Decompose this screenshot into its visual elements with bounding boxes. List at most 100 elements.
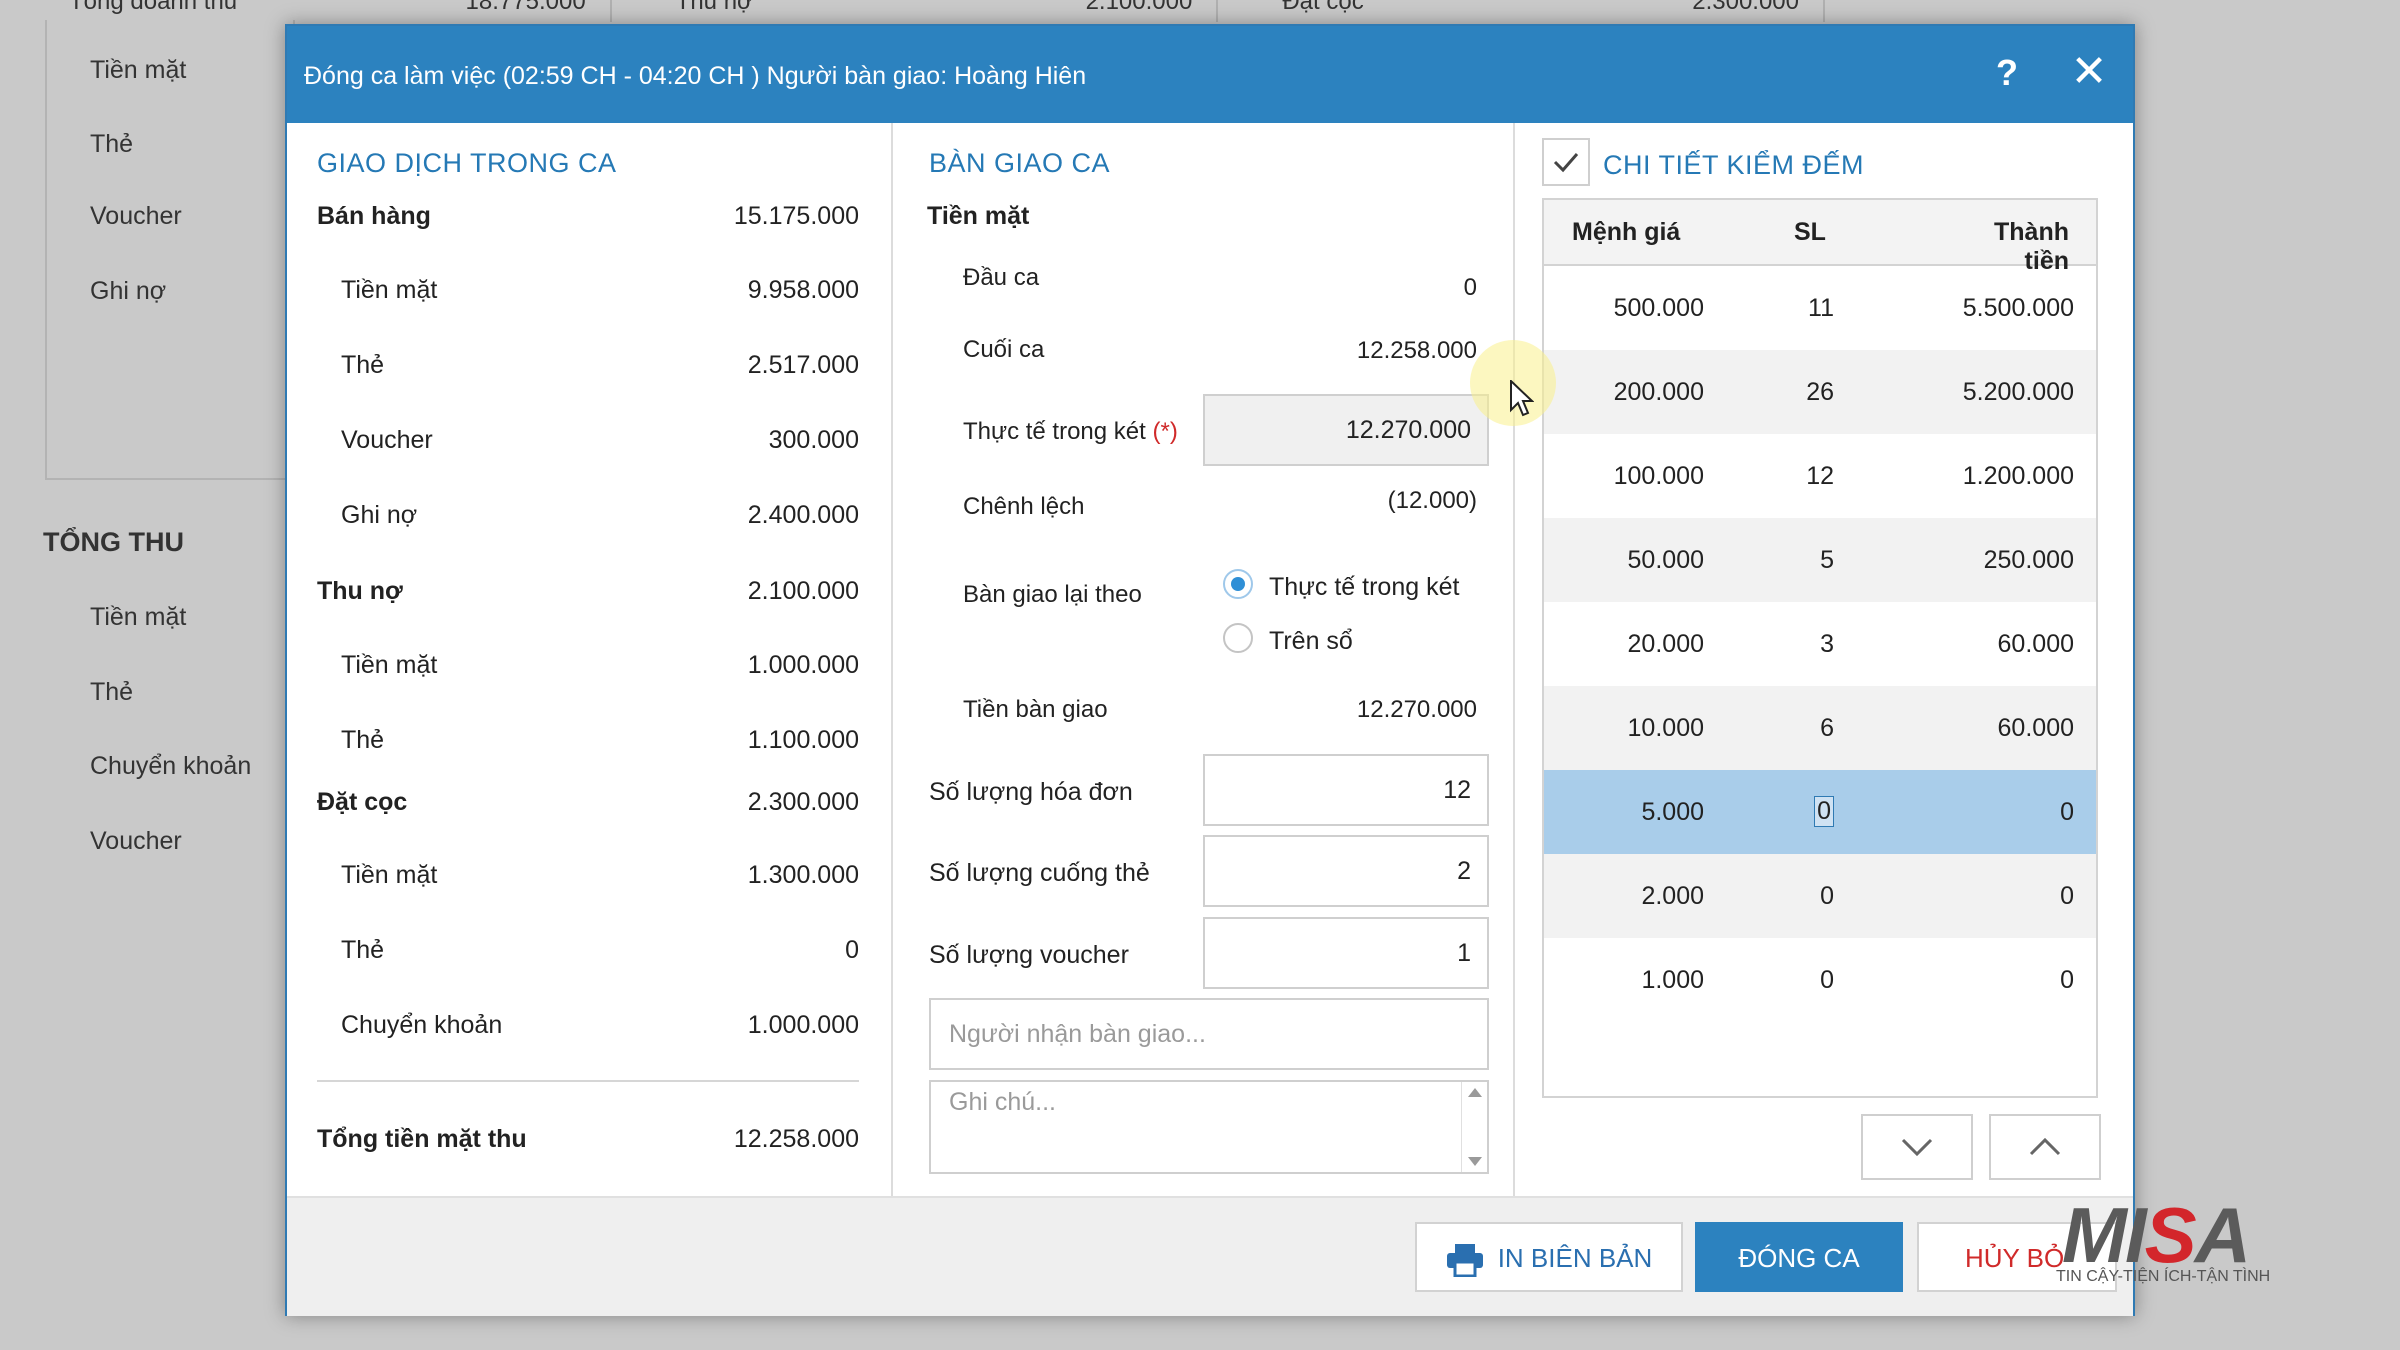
cell-thanh-tien: 0 xyxy=(2060,882,2074,910)
print-report-button[interactable]: IN BIÊN BẢN xyxy=(1415,1222,1683,1292)
table-row[interactable]: 200.000 26 5.200.000 xyxy=(1544,350,2096,434)
misa-tagline: TIN CẬY-TIỆN ÍCH-TẬN TÌNH xyxy=(2056,1268,2271,1285)
close-icon[interactable]: ✕ xyxy=(2070,47,2108,96)
table-header: Mệnh giá SL Thành tiền xyxy=(1544,200,2096,275)
row-value: 1.000.000 xyxy=(747,1011,859,1039)
cell-sl-value[interactable]: 0 xyxy=(1814,796,1834,827)
cell-sl[interactable]: 0 xyxy=(1820,966,1834,994)
placeholder-text: Ghi chú... xyxy=(949,1088,1056,1116)
background-summary-cell: Thu nợ 2.100.000 xyxy=(652,0,1219,22)
dialog-title: Đóng ca làm việc (02:59 CH - 04:20 CH ) … xyxy=(304,62,1087,90)
background-item: Voucher xyxy=(90,827,182,855)
column-divider xyxy=(1513,123,1515,1207)
dat-coc-item: Chuyển khoản 1.000.000 xyxy=(341,1011,859,1040)
cancel-button[interactable]: HỦY BỎ xyxy=(1917,1222,2117,1292)
table-row[interactable]: 20.000 3 60.000 xyxy=(1544,602,2096,686)
so-luong-hoa-don-input[interactable]: 12 xyxy=(1203,754,1489,826)
scrollbar[interactable] xyxy=(1461,1082,1487,1172)
row-label: Đặt cọc xyxy=(317,788,408,816)
dat-coc-item: Tiền mặt 1.300.000 xyxy=(341,861,859,890)
cell-thanh-tien: 1.200.000 xyxy=(1962,462,2074,490)
row-label: Bán hàng xyxy=(317,202,431,230)
chenh-lech-value: (12.000) xyxy=(1387,487,1477,514)
header-thanh-tien: Thành tiền xyxy=(1994,218,2069,275)
row-value: 2.400.000 xyxy=(747,501,859,529)
printer-icon xyxy=(1446,1244,1483,1278)
ban-hang-item: Voucher 300.000 xyxy=(341,426,859,455)
dau-ca-value: 0 xyxy=(1463,274,1477,301)
background-item: Thẻ xyxy=(90,678,134,706)
table-row[interactable]: 500.000 11 5.500.000 xyxy=(1544,266,2096,350)
question-icon[interactable]: ? xyxy=(1996,52,2018,93)
row-value: 1.300.000 xyxy=(747,861,859,889)
table-row-selected[interactable]: 5.000 0 0 xyxy=(1544,770,2096,854)
cell-menh-gia: 200.000 xyxy=(1613,378,1704,406)
thuc-te-label: Thực tế trong két (*) xyxy=(963,418,1178,446)
row-label: Tiền mặt xyxy=(341,861,438,889)
cell-menh-gia: 10.000 xyxy=(1627,714,1704,742)
dat-coc-row: Đặt cọc 2.300.000 xyxy=(317,788,859,817)
radio-tren-so-label[interactable]: Trên sổ xyxy=(1269,627,1353,655)
summary-value: 2.300.000 xyxy=(1692,0,1800,15)
row-value: 0 xyxy=(845,936,859,964)
so-luong-hoa-don-label: Số lượng hóa đơn xyxy=(929,778,1133,806)
cell-sl[interactable]: 11 xyxy=(1808,294,1834,322)
table-row[interactable]: 50.000 5 250.000 xyxy=(1544,518,2096,602)
chenh-lech-label: Chênh lệch xyxy=(963,493,1085,520)
move-up-button[interactable] xyxy=(1989,1114,2101,1180)
close-shift-dialog: Đóng ca làm việc (02:59 CH - 04:20 CH ) … xyxy=(285,24,2135,1316)
cell-sl[interactable]: 5 xyxy=(1820,546,1834,574)
placeholder-text: Người nhận bàn giao... xyxy=(949,1020,1206,1048)
thu-no-item: Tiền mặt 1.000.000 xyxy=(341,651,859,680)
cell-thanh-tien: 250.000 xyxy=(1983,546,2074,574)
divider xyxy=(317,1080,859,1082)
row-label: Thẻ xyxy=(341,936,385,964)
close-shift-button[interactable]: ĐÓNG CA xyxy=(1695,1222,1903,1292)
cell-thanh-tien: 0 xyxy=(2060,798,2074,826)
cell-sl[interactable]: 3 xyxy=(1820,630,1834,658)
cell-sl[interactable]: 0 xyxy=(1820,882,1834,910)
table-row[interactable]: 10.000 6 60.000 xyxy=(1544,686,2096,770)
cell-sl[interactable]: 26 xyxy=(1806,378,1834,406)
so-luong-voucher-input[interactable]: 1 xyxy=(1203,917,1489,989)
ban-giao-theo-label: Bàn giao lại theo xyxy=(963,581,1142,608)
tien-ban-giao-label: Tiền bàn giao xyxy=(963,696,1108,723)
table-row[interactable]: 1.000 0 0 xyxy=(1544,938,2096,1022)
so-luong-cuong-the-input[interactable]: 2 xyxy=(1203,835,1489,907)
cell-menh-gia: 50.000 xyxy=(1627,546,1704,574)
cell-sl[interactable]: 12 xyxy=(1806,462,1834,490)
radio-thuc-te[interactable] xyxy=(1223,569,1253,599)
misa-logo-word: MISA xyxy=(2062,1191,2251,1279)
summary-value: 2.100.000 xyxy=(1085,0,1193,15)
denomination-table: Mệnh giá SL Thành tiền 500.000 11 5.500.… xyxy=(1542,198,2098,1098)
cash-subtitle: Tiền mặt xyxy=(927,202,1030,230)
count-detail-checkbox[interactable] xyxy=(1542,138,1590,186)
table-row[interactable]: 2.000 0 0 xyxy=(1544,854,2096,938)
scroll-up-icon[interactable] xyxy=(1468,1088,1482,1097)
row-value: 2.517.000 xyxy=(747,351,859,379)
radio-tren-so[interactable] xyxy=(1223,623,1253,653)
tong-thu-heading: TỔNG THU xyxy=(43,527,184,557)
background-item: Tiền mặt xyxy=(90,603,187,631)
nguoi-nhan-input[interactable]: Người nhận bàn giao... xyxy=(929,998,1489,1070)
thu-no-row: Thu nợ 2.100.000 xyxy=(317,577,859,606)
radio-thuc-te-label[interactable]: Thực tế trong két xyxy=(1269,573,1460,601)
cell-menh-gia: 500.000 xyxy=(1613,294,1704,322)
cell-menh-gia: 5.000 xyxy=(1641,798,1704,826)
mouse-cursor-icon xyxy=(1510,380,1534,417)
cell-sl[interactable]: 6 xyxy=(1820,714,1834,742)
row-label: Tiền mặt xyxy=(341,651,438,679)
row-label: Thu nợ xyxy=(317,577,403,605)
cell-sl-editor[interactable]: 0 xyxy=(1774,796,1834,827)
check-icon xyxy=(1553,153,1579,173)
table-row[interactable]: 100.000 12 1.200.000 xyxy=(1544,434,2096,518)
thuc-te-input[interactable]: 12.270.000 xyxy=(1203,394,1489,466)
row-label: Thẻ xyxy=(341,726,385,754)
scroll-down-icon[interactable] xyxy=(1468,1157,1482,1166)
cell-thanh-tien: 60.000 xyxy=(1997,630,2074,658)
ghi-chu-textarea[interactable]: Ghi chú... xyxy=(929,1080,1489,1174)
move-down-button[interactable] xyxy=(1861,1114,1973,1180)
cuoi-ca-label: Cuối ca xyxy=(963,336,1045,363)
dat-coc-item: Thẻ 0 xyxy=(341,936,859,965)
cell-menh-gia: 1.000 xyxy=(1641,966,1704,994)
